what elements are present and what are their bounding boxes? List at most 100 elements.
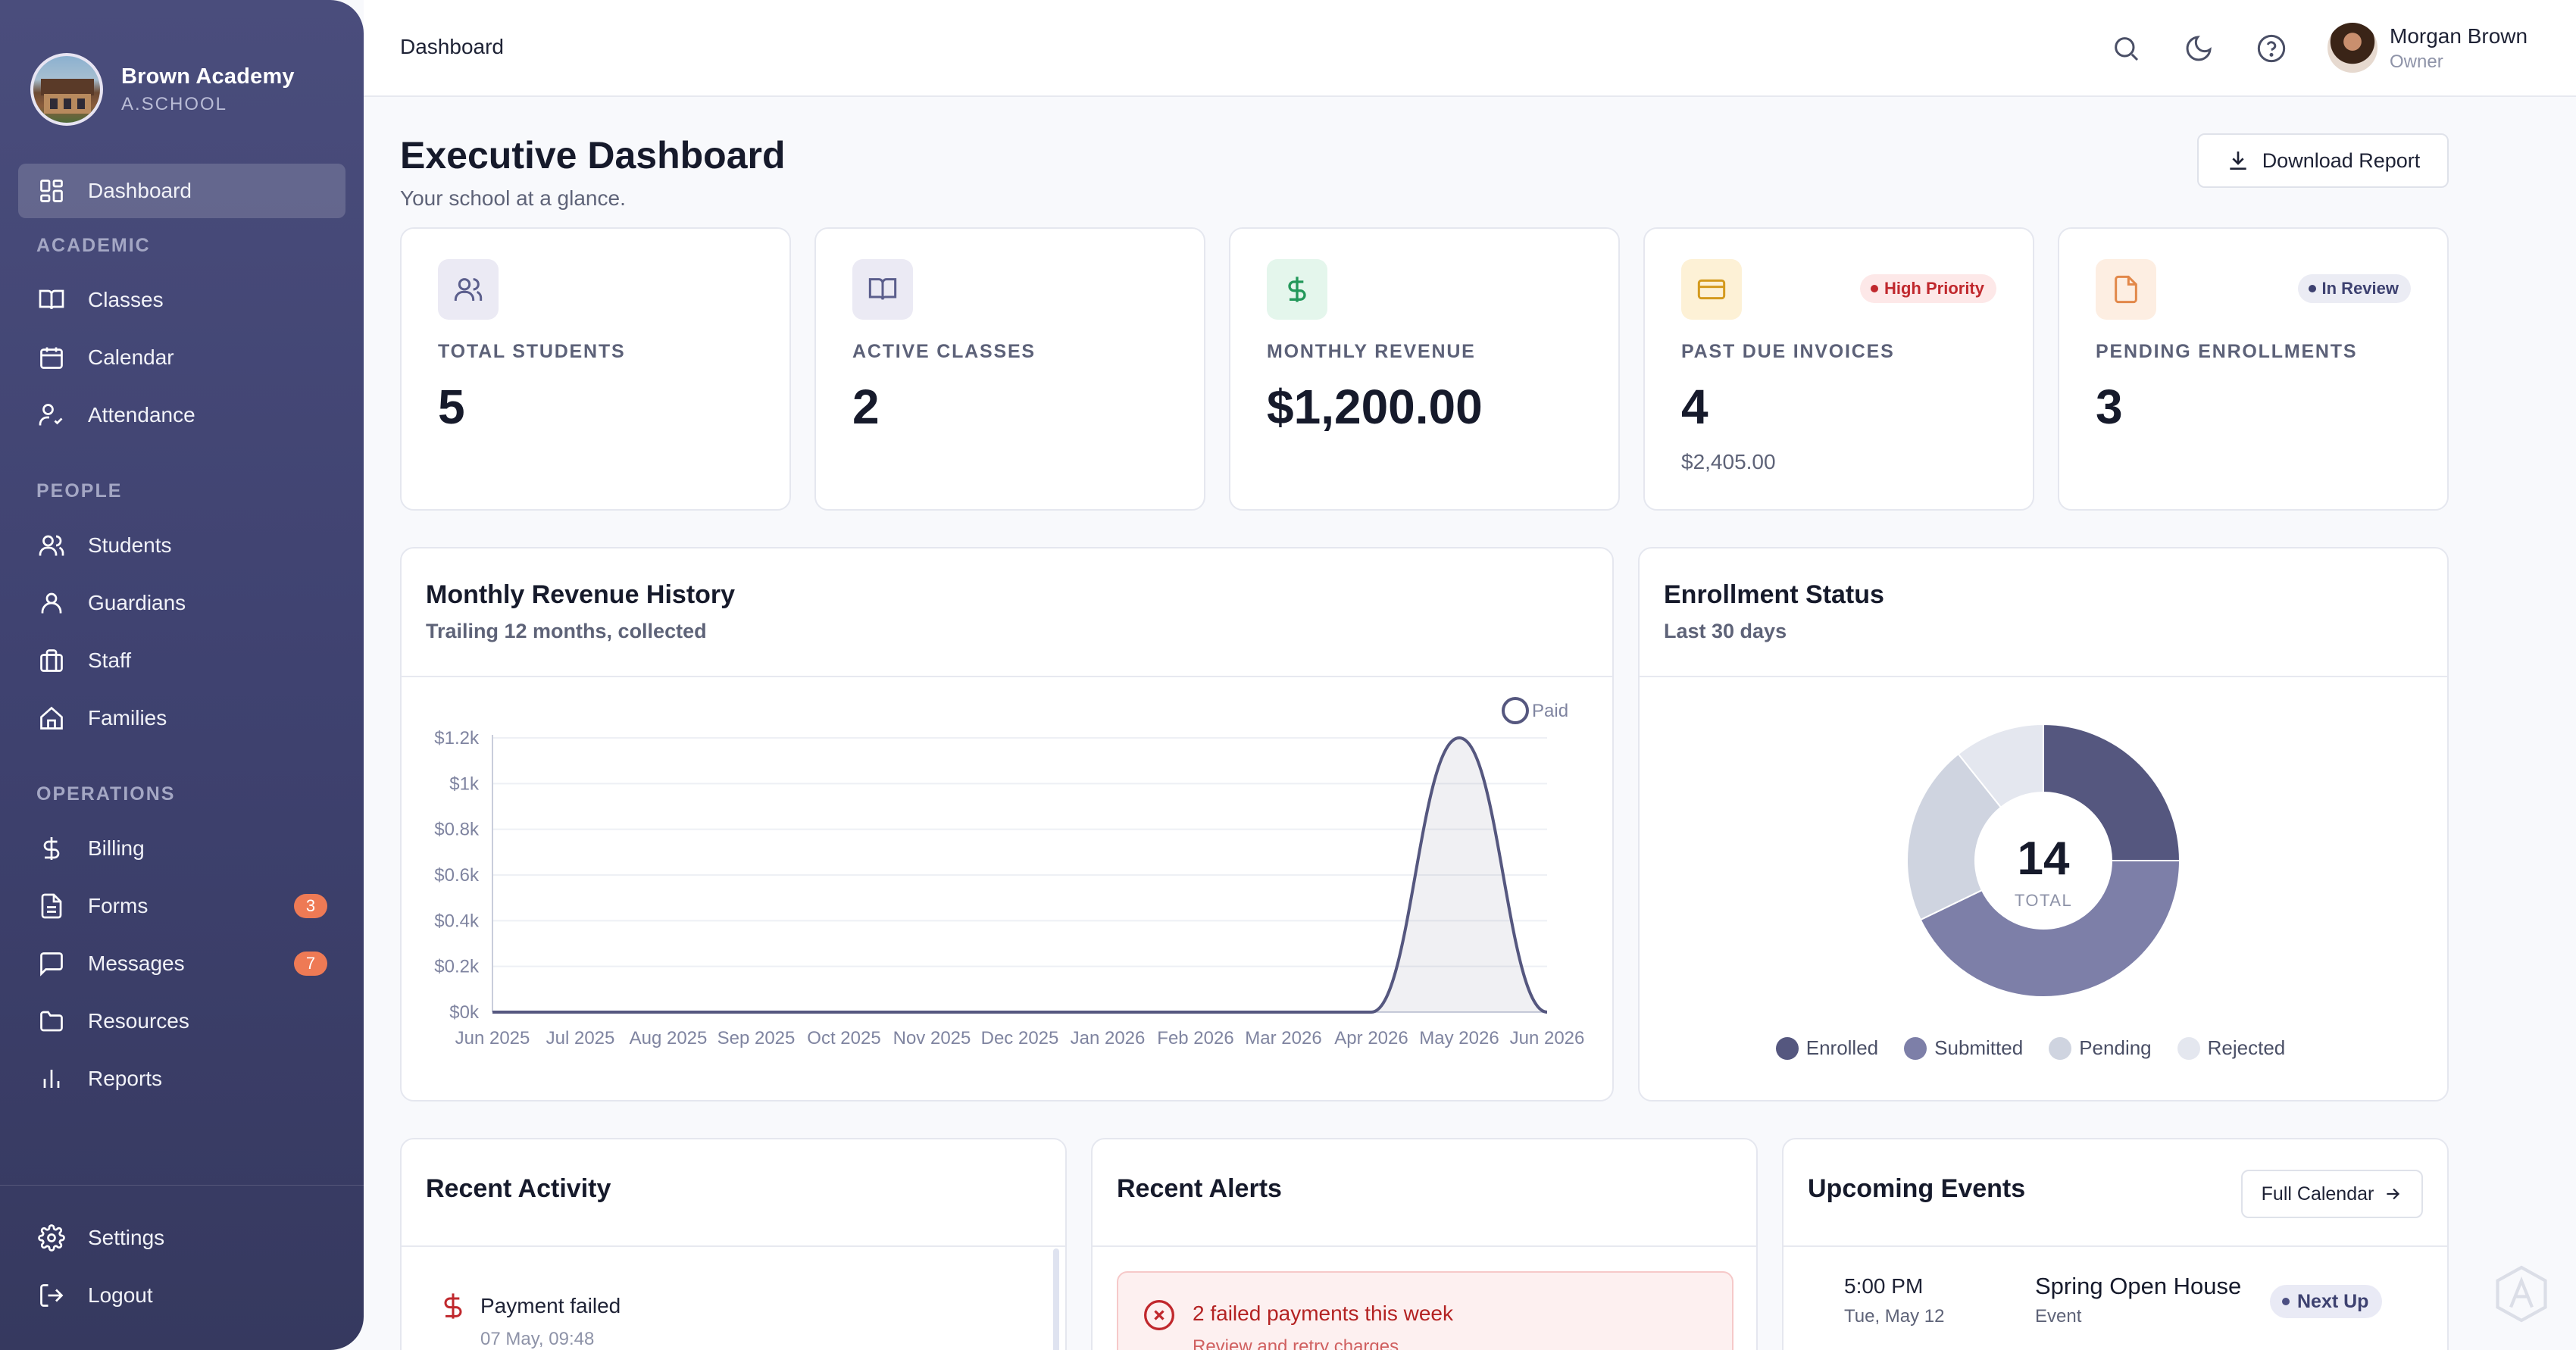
moon-icon[interactable] bbox=[2181, 30, 2217, 67]
user-avatar[interactable] bbox=[2327, 23, 2377, 73]
sidebar-item-reports[interactable]: Reports bbox=[18, 1052, 345, 1106]
stat-label: ACTIVE CLASSES bbox=[852, 341, 1036, 362]
section-operations: OPERATIONS bbox=[36, 783, 176, 805]
sidebar-item-forms[interactable]: Forms 3 bbox=[18, 879, 345, 933]
revenue-area bbox=[492, 738, 1547, 1012]
legend-item-pending[interactable]: Pending bbox=[2049, 1036, 2152, 1060]
help-icon[interactable] bbox=[2253, 30, 2290, 67]
data-point[interactable] bbox=[1456, 735, 1462, 741]
donut-slice-pending[interactable] bbox=[1906, 752, 2002, 921]
x-tick-label: Dec 2025 bbox=[981, 1028, 1059, 1048]
priority-badge-label: High Priority bbox=[1884, 279, 1984, 298]
donut-slice-submitted[interactable] bbox=[1919, 860, 2181, 998]
sidebar-item-guardians[interactable]: Guardians bbox=[18, 576, 345, 630]
user-role: Owner bbox=[2390, 52, 2443, 72]
logout-icon bbox=[36, 1280, 67, 1311]
data-point[interactable] bbox=[1544, 1009, 1550, 1015]
sidebar-item-classes[interactable]: Classes bbox=[18, 273, 345, 327]
y-tick-label: $0.2k bbox=[434, 957, 480, 977]
sidebar-item-label: Settings bbox=[88, 1226, 165, 1249]
y-tick-label: $0.8k bbox=[434, 820, 480, 840]
sidebar-item-messages[interactable]: Messages 7 bbox=[18, 936, 345, 991]
sidebar-item-settings[interactable]: Settings bbox=[18, 1211, 345, 1265]
data-point[interactable] bbox=[1017, 1009, 1023, 1015]
panel-divider bbox=[402, 676, 1612, 677]
data-point[interactable] bbox=[665, 1009, 671, 1015]
data-point[interactable] bbox=[841, 1009, 847, 1015]
data-point[interactable] bbox=[753, 1009, 759, 1015]
user-name[interactable]: Morgan Brown bbox=[2390, 24, 2528, 48]
download-report-button[interactable]: Download Report bbox=[2197, 133, 2449, 188]
breadcrumb[interactable]: Dashboard bbox=[400, 35, 504, 58]
activity-title[interactable]: Payment failed bbox=[480, 1294, 621, 1317]
stat-card-past-due-invoices[interactable]: High Priority PAST DUE INVOICES 4 $2,405… bbox=[1643, 227, 2034, 511]
briefcase-icon bbox=[36, 645, 67, 676]
status-badge-label: In Review bbox=[2321, 279, 2399, 298]
sidebar-item-students[interactable]: Students bbox=[18, 518, 345, 573]
sidebar-item-families[interactable]: Families bbox=[18, 691, 345, 745]
legend-swatch bbox=[2049, 1036, 2072, 1060]
data-point[interactable] bbox=[1193, 1009, 1199, 1015]
alert-item[interactable]: 2 failed payments this week Review and r… bbox=[1117, 1271, 1733, 1350]
home-icon bbox=[36, 703, 67, 733]
full-calendar-button[interactable]: Full Calendar bbox=[2241, 1170, 2423, 1218]
data-point[interactable] bbox=[1105, 1009, 1111, 1015]
x-tick-label: May 2026 bbox=[1419, 1028, 1499, 1048]
brand-name: Brown Academy bbox=[121, 64, 295, 89]
revenue-chart[interactable]: $0k $0.2k $0.4k $0.6k $0.8k $1k $1.2k Jun 2025 J… bbox=[402, 677, 1612, 1102]
enrollment-donut-chart[interactable]: 14 TOTAL bbox=[1640, 677, 2447, 1033]
sidebar-item-staff[interactable]: Staff bbox=[18, 633, 345, 688]
panel-title: Recent Activity bbox=[426, 1174, 611, 1203]
x-tick-label: Sep 2025 bbox=[717, 1028, 796, 1048]
legend-item-submitted[interactable]: Submitted bbox=[1904, 1036, 2023, 1060]
brand[interactable]: Brown Academy A.SCHOOL bbox=[30, 53, 295, 126]
legend-swatch bbox=[1502, 697, 1529, 724]
sidebar-item-calendar[interactable]: Calendar bbox=[18, 330, 345, 385]
dollar-icon bbox=[444, 1293, 462, 1319]
stat-card-pending-enrollments[interactable]: In Review PENDING ENROLLMENTS 3 bbox=[2058, 227, 2449, 511]
sidebar-item-label: Guardians bbox=[88, 591, 186, 614]
stat-card-monthly-revenue[interactable]: MONTHLY REVENUE $1,200.00 bbox=[1229, 227, 1620, 511]
next-up-badge: Next Up bbox=[2270, 1285, 2383, 1318]
file-icon bbox=[2096, 259, 2156, 320]
legend-item-enrolled[interactable]: Enrolled bbox=[1775, 1036, 1878, 1060]
message-icon bbox=[36, 948, 67, 979]
sidebar-item-resources[interactable]: Resources bbox=[18, 994, 345, 1048]
x-tick-label: Mar 2026 bbox=[1245, 1028, 1321, 1048]
sidebar-item-label: Dashboard bbox=[88, 179, 192, 202]
sidebar-item-billing[interactable]: Billing bbox=[18, 821, 345, 876]
revenue-line bbox=[492, 736, 1548, 1014]
donut-slice-rejected[interactable] bbox=[1957, 723, 2044, 809]
legend-label: Submitted bbox=[1934, 1036, 2024, 1059]
legend-item-rejected[interactable]: Rejected bbox=[2177, 1036, 2285, 1060]
y-tick-label: $0.4k bbox=[434, 911, 480, 931]
panel-title: Enrollment Status bbox=[1664, 580, 1884, 609]
data-point[interactable] bbox=[489, 1009, 496, 1015]
data-point[interactable] bbox=[577, 1009, 583, 1015]
badge-dot bbox=[2308, 285, 2316, 292]
sidebar-item-dashboard[interactable]: Dashboard bbox=[18, 164, 345, 218]
search-icon[interactable] bbox=[2108, 30, 2144, 67]
school-logo bbox=[30, 53, 103, 126]
arrow-right-icon bbox=[2387, 1188, 2400, 1200]
stat-card-total-students[interactable]: TOTAL STUDENTS 5 bbox=[400, 227, 791, 511]
data-point[interactable] bbox=[1280, 1009, 1286, 1015]
scrollbar[interactable] bbox=[1053, 1248, 1059, 1350]
stat-card-active-classes[interactable]: ACTIVE CLASSES 2 bbox=[814, 227, 1205, 511]
sidebar-item-logout[interactable]: Logout bbox=[18, 1268, 345, 1323]
top-bar: Dashboard Morgan Brown Owner bbox=[364, 0, 2576, 97]
x-tick-label: Jun 2026 bbox=[1510, 1028, 1585, 1048]
data-point[interactable] bbox=[929, 1009, 935, 1015]
y-tick-label: $1.2k bbox=[434, 728, 480, 748]
user-icon bbox=[36, 588, 67, 618]
book-icon bbox=[852, 259, 913, 320]
legend-label: Pending bbox=[2079, 1036, 2152, 1059]
sidebar-item-label: Classes bbox=[88, 288, 164, 311]
data-point[interactable] bbox=[1368, 1009, 1374, 1015]
panel-divider bbox=[1640, 676, 2447, 677]
x-tick-label: Jul 2025 bbox=[546, 1028, 615, 1048]
donut-slice-enrolled[interactable] bbox=[2043, 723, 2181, 861]
book-icon bbox=[36, 285, 67, 315]
event-name[interactable]: Spring Open House bbox=[2035, 1273, 2242, 1299]
sidebar-item-attendance[interactable]: Attendance bbox=[18, 388, 345, 442]
